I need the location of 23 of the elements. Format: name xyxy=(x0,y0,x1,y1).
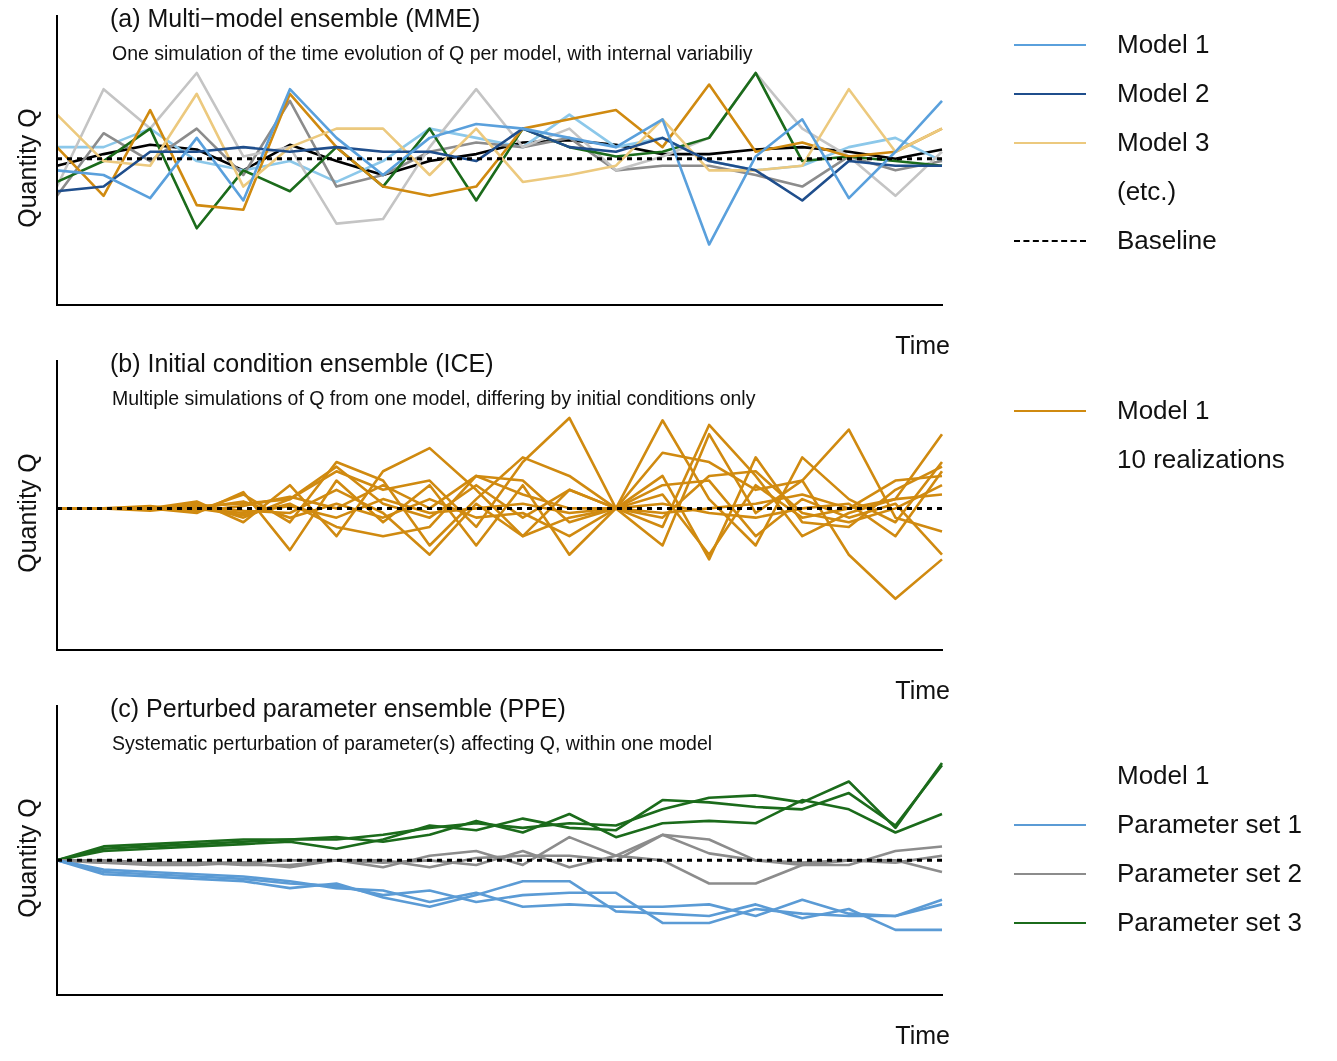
y-axis-title: Quantity Q xyxy=(12,453,42,573)
x-axis-title: Time xyxy=(895,331,950,359)
chart-title: (a) Multi−model ensemble (MME) xyxy=(110,4,481,33)
legend-label: Model 1 xyxy=(1117,395,1210,426)
x-axis-title: Time xyxy=(895,1021,950,1049)
x-axis-title: Time xyxy=(895,676,950,704)
chart-subtitle: Systematic perturbation of parameter(s) affecting Q, within one model xyxy=(112,732,713,755)
legend-label: Baseline xyxy=(1117,225,1217,256)
text: (etc.) xyxy=(1117,176,1177,207)
text: 10 realizations xyxy=(1117,444,1285,475)
legend-label: Model 2 xyxy=(1117,78,1210,109)
legend-label: Parameter set 3 xyxy=(1117,907,1302,938)
legend-label: Model 1 xyxy=(1117,29,1210,60)
legend-title: Model 1 xyxy=(1117,760,1210,791)
legend-label: Model 3 xyxy=(1117,127,1210,158)
legend-label: Parameter set 2 xyxy=(1117,858,1302,889)
chart-subtitle: Multiple simulations of Q from one model, differing by initial conditions only xyxy=(112,387,756,410)
chart-title: (c) Perturbed parameter ensemble (PPE) xyxy=(110,694,566,723)
chart-subtitle: One simulation of the time evolution of Q per model, with internal variabiliy xyxy=(112,42,753,65)
y-axis-title: Quantity Q xyxy=(12,798,42,918)
legend-label: Parameter set 1 xyxy=(1117,809,1302,840)
y-axis-title: Quantity Q xyxy=(12,108,42,228)
chart-title: (b) Initial condition ensemble (ICE) xyxy=(110,349,494,378)
